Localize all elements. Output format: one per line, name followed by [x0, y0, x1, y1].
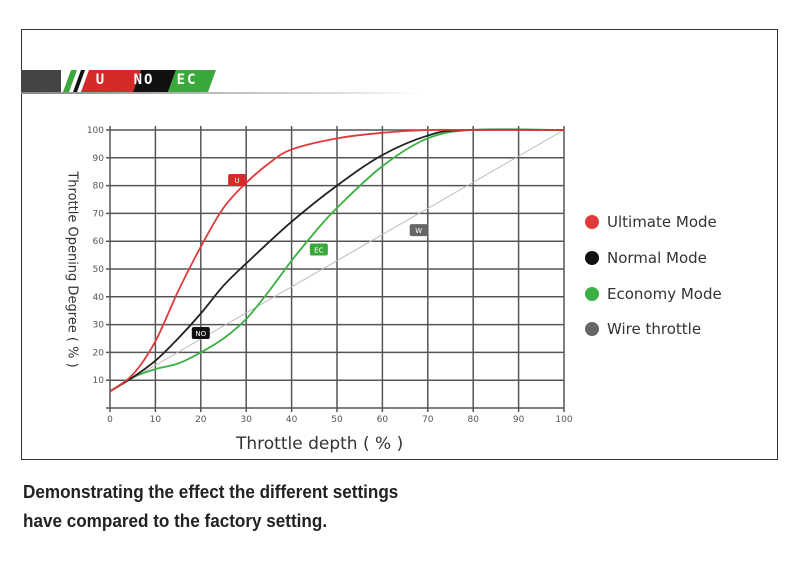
x-tick-label: 20 [195, 415, 207, 425]
caption: Demonstrating the effect the different s… [23, 478, 398, 536]
x-tick-label: 30 [240, 415, 252, 425]
series-badge [191, 326, 210, 339]
x-tick-label: 90 [513, 415, 525, 425]
y-tick-label: 10 [93, 376, 105, 386]
y-tick-label: 40 [93, 293, 105, 303]
x-tick-label: 0 [107, 415, 113, 425]
logo-underline [21, 92, 421, 94]
mode-logo [21, 70, 216, 92]
caption-line-1: Demonstrating the effect the different s… [23, 482, 399, 502]
x-tick-label: 40 [286, 415, 298, 425]
series-badge-label: NO [195, 330, 206, 338]
series-badge [309, 243, 328, 256]
y-axis-label: Throttle Opening Degree ( % ) [64, 171, 80, 368]
x-tick-label: 50 [331, 415, 343, 425]
x-tick-label: 80 [467, 415, 479, 425]
y-tick-label: 70 [93, 209, 105, 219]
x-tick-label: 70 [422, 415, 434, 425]
logo-badge-no: NO [133, 72, 155, 88]
legend-dot-icon [585, 322, 599, 336]
y-tick-label: 80 [93, 182, 105, 192]
legend-item-ultimate: Ultimate Mode [585, 213, 717, 231]
legend-label: Economy Mode [607, 285, 722, 303]
series-badge-label: EC [314, 247, 323, 255]
legend-dot-icon [585, 287, 599, 301]
x-tick-label: 100 [555, 415, 572, 425]
y-tick-label: 60 [93, 237, 105, 247]
legend-label: Normal Mode [607, 249, 707, 267]
y-tick-label: 50 [93, 265, 105, 275]
logo-badge-u: U [95, 72, 107, 88]
x-tick-label: 60 [377, 415, 389, 425]
series-line-economy-mode [109, 128, 565, 393]
series-line-wire-throttle [109, 129, 565, 392]
series-badge [409, 224, 428, 237]
y-tick-label: 20 [93, 348, 105, 358]
x-tick-label: 10 [150, 415, 162, 425]
series-line-ultimate-mode [109, 128, 564, 393]
x-axis-label: Throttle depth ( % ) [236, 434, 404, 454]
caption-line-2: have compared to the factory setting. [23, 511, 328, 531]
y-tick-label: 100 [87, 126, 104, 136]
legend-item-wire: Wire throttle [585, 320, 701, 338]
chart-frame [21, 29, 778, 460]
series-badge-label: U [235, 177, 240, 185]
legend-dot-icon [585, 251, 599, 265]
legend-item-economy: Economy Mode [585, 285, 722, 303]
series-line-normal-mode [109, 128, 565, 393]
legend-label: Wire throttle [607, 320, 702, 338]
legend-item-normal: Normal Mode [585, 249, 707, 267]
legend-dot-icon [585, 215, 599, 229]
y-tick-label: 30 [93, 321, 105, 331]
legend-label: Ultimate Mode [607, 213, 717, 231]
logo-badge-ec: EC [176, 72, 198, 88]
series-badge-label: W [415, 227, 422, 235]
series-badge [228, 174, 247, 187]
y-tick-label: 90 [93, 154, 105, 164]
